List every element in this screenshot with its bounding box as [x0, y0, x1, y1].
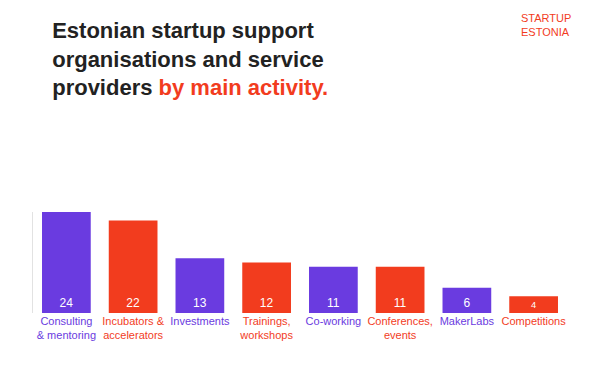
svg-text:6: 6 — [463, 296, 470, 310]
svg-text:Consulting& mentoring: Consulting& mentoring — [37, 315, 96, 341]
svg-text:22: 22 — [126, 296, 140, 310]
svg-text:12: 12 — [260, 296, 274, 310]
svg-text:13: 13 — [193, 296, 207, 310]
svg-text:24: 24 — [60, 296, 74, 310]
svg-text:11: 11 — [394, 296, 407, 310]
svg-text:Estonian startup supportorgani: Estonian startup supportorganisations an… — [52, 18, 328, 100]
svg-text:MakerLabs: MakerLabs — [440, 315, 495, 327]
svg-text:STARTUPESTONIA: STARTUPESTONIA — [521, 12, 571, 38]
svg-text:Competitions: Competitions — [502, 315, 567, 327]
svg-text:4: 4 — [531, 300, 536, 310]
svg-text:Investments: Investments — [170, 315, 230, 327]
svg-text:Co-working: Co-working — [306, 315, 362, 327]
svg-text:Trainings,workshops: Trainings,workshops — [239, 315, 293, 341]
svg-text:Incubators &accelerators: Incubators &accelerators — [102, 315, 164, 341]
svg-text:11: 11 — [327, 296, 340, 310]
svg-text:Conferences,events: Conferences,events — [367, 315, 432, 341]
